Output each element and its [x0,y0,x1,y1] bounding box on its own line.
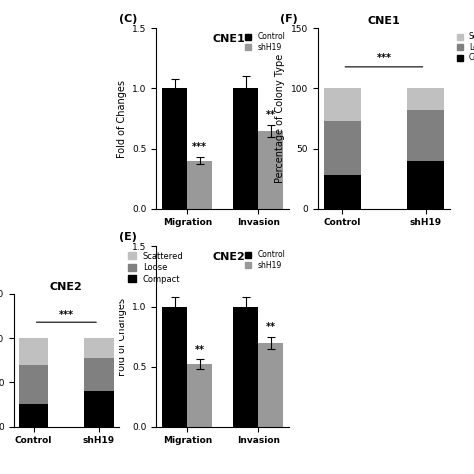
Bar [163,307,187,427]
Bar [407,110,444,161]
Text: ***: *** [192,142,207,152]
Text: (E): (E) [119,232,137,242]
Bar [187,364,212,427]
Y-axis label: Percentage of Colony Type: Percentage of Colony Type [275,54,285,183]
Legend: Scattered, Loose, Compact: Scattered, Loose, Compact [128,252,183,283]
Legend: Control, shH19: Control, shH19 [245,32,285,52]
Text: CNE2: CNE2 [212,252,245,262]
Text: ***: *** [376,53,392,63]
Bar [324,121,361,175]
Text: **: ** [266,322,276,332]
Text: ***: *** [59,310,74,319]
Bar [19,365,48,404]
Bar [324,89,361,121]
Bar [19,404,48,427]
Bar [84,338,114,357]
Bar [233,307,258,427]
Bar [19,338,48,365]
Bar [407,161,444,209]
Title: CNE2: CNE2 [50,282,83,292]
Bar [324,175,361,209]
Text: **: ** [195,345,205,355]
Text: CNE1: CNE1 [212,34,245,44]
Text: (F): (F) [281,14,298,24]
Y-axis label: Fold of Changes: Fold of Changes [117,298,127,375]
Bar [187,161,212,209]
Bar [407,89,444,110]
Title: CNE1: CNE1 [367,16,401,26]
Legend: Control, shH19: Control, shH19 [245,250,285,270]
Bar [258,343,283,427]
Bar [163,89,187,209]
Text: (C): (C) [119,14,137,24]
Bar [233,89,258,209]
Legend: Scattered, Loose, Compact: Scattered, Loose, Compact [457,32,474,62]
Y-axis label: Fold of Changes: Fold of Changes [117,80,127,157]
Bar [84,391,114,427]
Bar [258,130,283,209]
Text: **: ** [266,109,276,120]
Bar [84,357,114,391]
